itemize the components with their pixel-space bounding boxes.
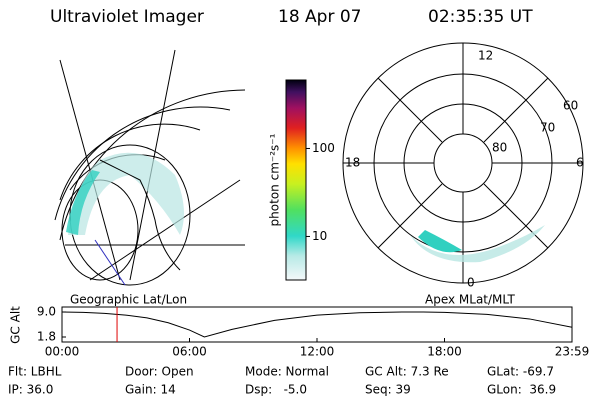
status-field: Gain: 14 [125, 383, 176, 397]
polar-grid [342, 42, 584, 284]
altitude-label: GC Alt [9, 306, 23, 344]
mlt-label: 0 [467, 276, 475, 290]
lat-label: 80 [492, 141, 507, 155]
status-field: GLon: 36.9 [487, 383, 556, 397]
status-field: Dsp: -5.0 [245, 383, 307, 397]
mlt-label: 18 [345, 156, 360, 170]
status-field: Seq: 39 [365, 383, 411, 397]
x-tick-label: 06:00 [172, 345, 207, 359]
status-field: GLat: -69.7 [487, 365, 554, 379]
x-tick-label: 18:00 [427, 345, 462, 359]
x-tick-label: 12:00 [300, 345, 335, 359]
colorbar-label: photon cm⁻²s⁻¹ [268, 133, 282, 226]
status-field: GC Alt: 7.3 Re [365, 365, 449, 379]
lat-label: 60 [563, 99, 578, 113]
x-tick-label: 00:00 [45, 345, 80, 359]
colorbar-tick-label: 100 [312, 141, 335, 155]
status-field: IP: 36.0 [8, 383, 53, 397]
colorbar [285, 79, 307, 281]
status-field: Mode: Normal [245, 365, 329, 379]
y-tick-label: 9.0 [37, 305, 56, 319]
lat-label: 70 [540, 121, 555, 135]
status-field: Flt: LBHL [8, 365, 62, 379]
mlt-label: 6 [576, 156, 584, 170]
altitude-line [61, 311, 573, 338]
date: 18 Apr 07 [278, 7, 361, 27]
altitude-frame [61, 306, 573, 343]
y-tick-label: 1.8 [37, 330, 56, 344]
x-tick-label: 23:59 [555, 345, 590, 359]
title: Ultraviolet Imager [50, 7, 204, 27]
mlt-label: 12 [478, 49, 493, 63]
geo-map [54, 49, 246, 286]
time: 02:35:35 UT [428, 7, 533, 27]
panel-label: Apex MLat/MLT [425, 293, 515, 307]
panel-label: Geographic Lat/Lon [70, 293, 187, 307]
status-field: Door: Open [125, 365, 194, 379]
colorbar-tick-label: 10 [312, 229, 327, 243]
